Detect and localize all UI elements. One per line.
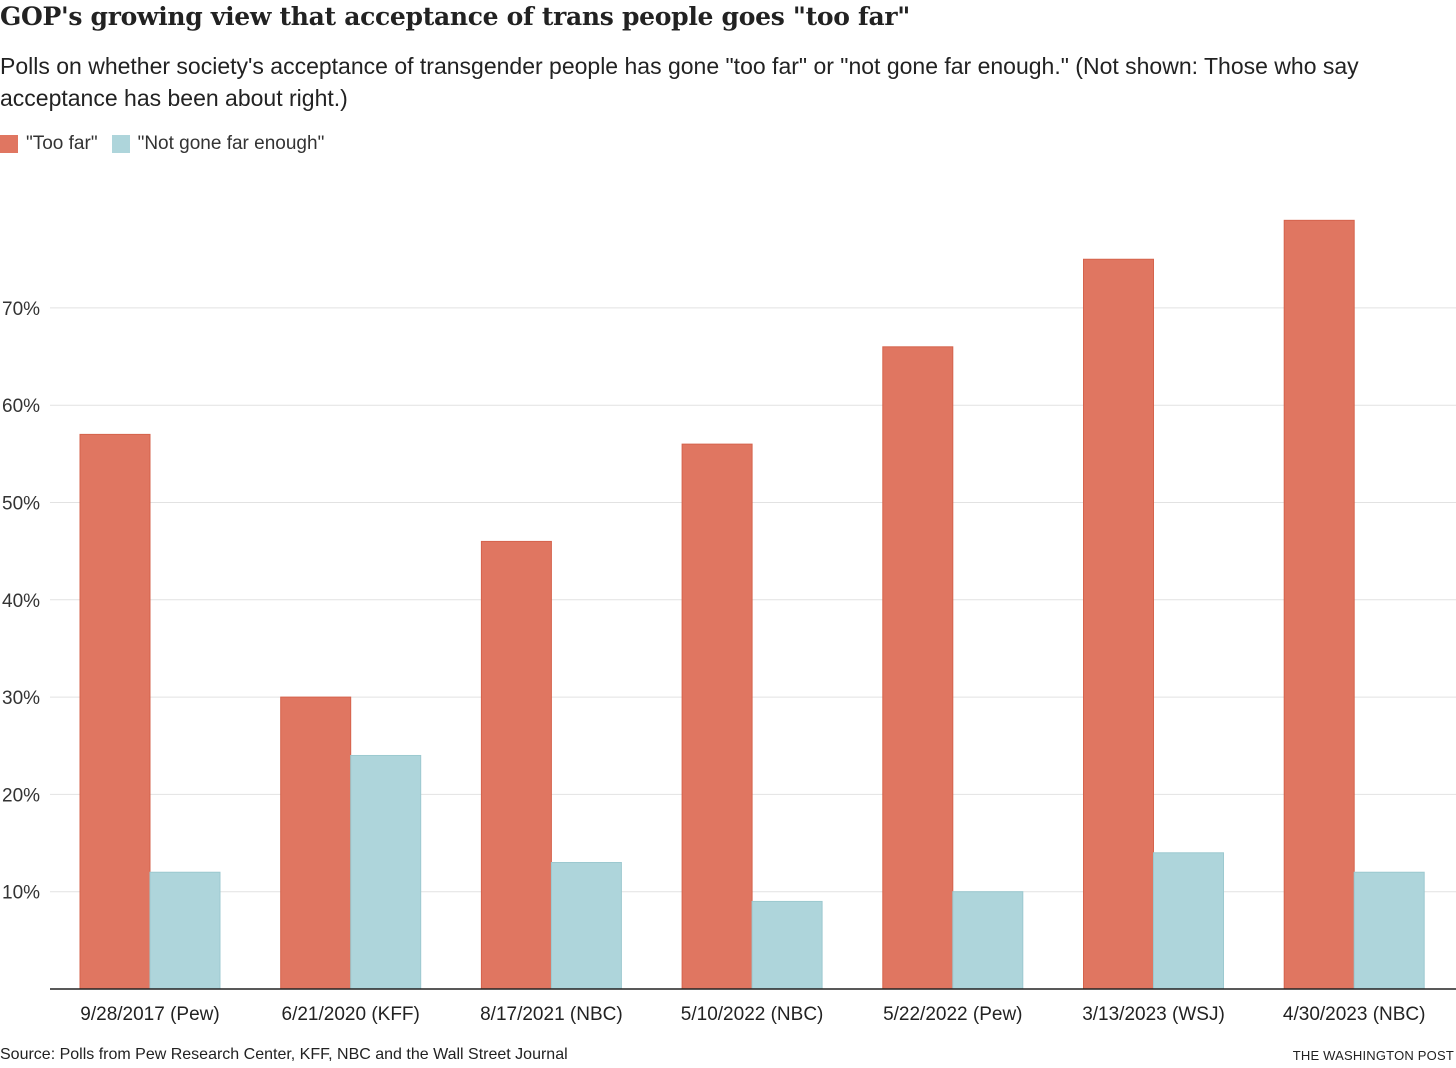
- bar-not-far-enough: [1353, 871, 1425, 990]
- x-tick-label: 3/13/2023 (WSJ): [1082, 1004, 1225, 1025]
- x-tick-label: 8/17/2021 (NBC): [480, 1004, 623, 1025]
- y-tick-label: 50%: [2, 494, 40, 515]
- bar-not-far-enough: [1153, 852, 1224, 990]
- bar-not-far-enough: [350, 754, 422, 990]
- source-note: Source: Polls from Pew Research Center, …: [0, 1046, 568, 1063]
- y-tick-label: 60%: [2, 396, 40, 417]
- publisher-credit: THE WASHINGTON POST: [1292, 1048, 1454, 1063]
- legend-item-too-far: "Too far": [0, 133, 98, 155]
- bar-too-far: [882, 346, 954, 990]
- y-tick-label: 40%: [2, 591, 40, 612]
- bar-chart: 10% 20% 30% 40% 50% 60% 70% 9/28/2017 (Pew) 6/21…: [2, 219, 1456, 1025]
- bar-too-far: [1283, 219, 1355, 990]
- bar-too-far: [280, 696, 352, 990]
- legend-swatch-not-far-enough: [111, 135, 130, 153]
- bar-too-far: [681, 443, 753, 990]
- x-tick-label: 5/22/2022 (Pew): [883, 1004, 1022, 1025]
- chart-title: GOP's growing view that acceptance of tr…: [0, 2, 910, 31]
- y-tick-label: 70%: [2, 299, 40, 320]
- legend-swatch-too-far: [0, 135, 18, 153]
- x-tick-label: 6/21/2020 (KFF): [282, 1004, 420, 1025]
- legend-item-not-far-enough: "Not gone far enough": [111, 133, 325, 155]
- x-tick-label: 4/30/2023 (NBC): [1283, 1004, 1426, 1025]
- y-tick-label: 10%: [2, 883, 40, 904]
- x-tick-label: 5/10/2022 (NBC): [681, 1004, 824, 1025]
- bar-not-far-enough: [149, 871, 221, 990]
- y-tick-label: 20%: [2, 785, 40, 806]
- bar-not-far-enough: [751, 900, 823, 990]
- bar-too-far: [480, 540, 552, 990]
- bar-not-far-enough: [952, 891, 1024, 990]
- chart-subtitle: Polls on whether society's acceptance of…: [0, 53, 1359, 111]
- bar-not-far-enough: [550, 862, 622, 990]
- legend-label-too-far: "Too far": [26, 133, 98, 154]
- legend-label-not-far-enough: "Not gone far enough": [137, 133, 325, 154]
- y-tick-label: 30%: [2, 688, 40, 709]
- legend: "Too far" "Not gone far enough": [0, 133, 338, 155]
- bar-too-far: [1083, 258, 1154, 990]
- bar-too-far: [79, 433, 151, 990]
- x-tick-label: 9/28/2017 (Pew): [80, 1004, 219, 1025]
